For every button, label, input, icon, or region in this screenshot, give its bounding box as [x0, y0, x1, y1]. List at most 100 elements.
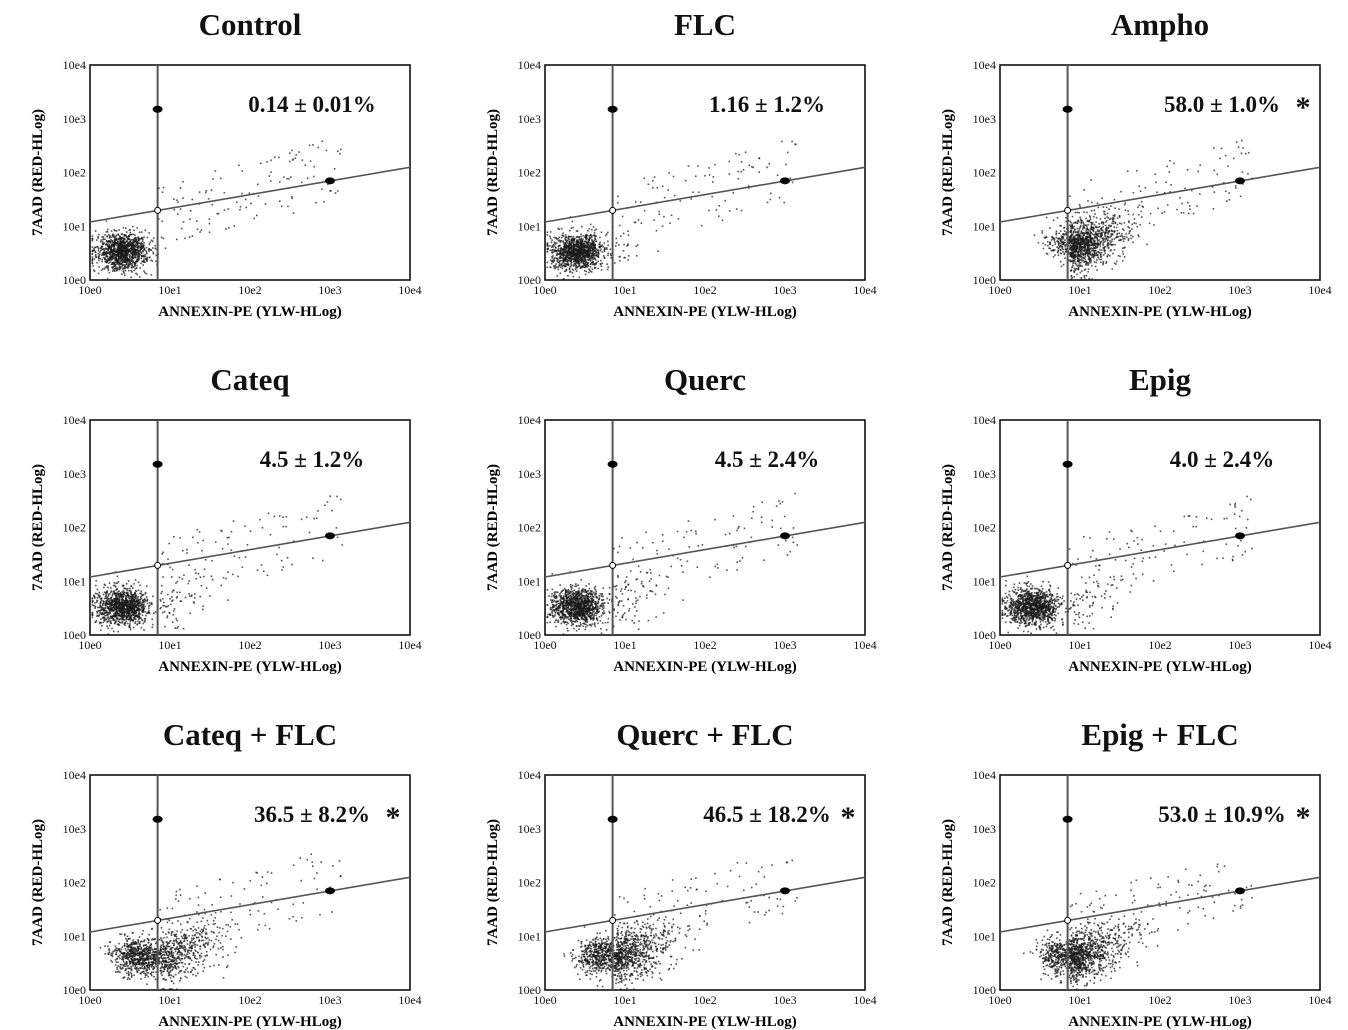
event-dot [567, 260, 569, 262]
event-dot [1064, 246, 1066, 248]
event-dot [616, 242, 618, 244]
plot-panel: Cateq 10e0 10e1 10e2 10e3 10e4 10e0 10e1 10e2 10e… [15, 360, 425, 675]
event-dot [1095, 262, 1097, 264]
event-dot [571, 262, 573, 264]
event-dot [179, 577, 181, 579]
event-dot [563, 261, 565, 263]
event-dot [1105, 225, 1107, 227]
event-dot [714, 164, 716, 166]
event-dot [130, 270, 132, 272]
event-dot [570, 266, 572, 268]
event-dot [1100, 228, 1102, 230]
event-dot [1082, 257, 1084, 259]
event-dot [152, 247, 154, 249]
event-dot [129, 600, 131, 602]
event-dot [1082, 239, 1084, 241]
event-dot [1094, 237, 1096, 239]
event-dot [1106, 246, 1108, 248]
event-dot [606, 263, 608, 265]
event-dot [121, 273, 123, 275]
event-dot [738, 154, 740, 156]
event-dot [101, 249, 103, 251]
event-dot [1074, 244, 1076, 246]
event-dot [105, 602, 107, 604]
event-dot [753, 167, 755, 169]
event-dot [201, 550, 203, 552]
x-tick-label: 10e2 [1148, 283, 1171, 297]
event-dot [133, 583, 135, 585]
event-dot [1189, 205, 1191, 207]
event-dot [1075, 252, 1077, 254]
event-dot [192, 536, 194, 538]
event-dot [97, 612, 99, 614]
event-dot [110, 591, 112, 593]
event-dot [1091, 224, 1093, 226]
event-dot [228, 227, 230, 229]
event-dot [547, 248, 549, 250]
event-dot [115, 243, 117, 245]
event-dot [1065, 251, 1067, 253]
event-dot [258, 195, 260, 197]
event-dot [1106, 238, 1108, 240]
event-dot [1078, 240, 1080, 242]
event-dot [663, 216, 665, 218]
event-dot [563, 250, 565, 252]
event-dot [1084, 241, 1086, 243]
event-dot [1122, 247, 1124, 249]
event-dot [172, 614, 174, 616]
event-dot [1060, 261, 1062, 263]
event-dot [1132, 214, 1134, 216]
event-dot [150, 241, 152, 243]
event-dot [1233, 158, 1235, 160]
event-dot [590, 242, 592, 244]
event-dot [315, 202, 317, 204]
event-dot [582, 262, 584, 264]
event-dot [1093, 227, 1095, 229]
event-dot [114, 270, 116, 272]
event-dot [1045, 244, 1047, 246]
event-dot [292, 158, 294, 160]
event-dot [569, 248, 571, 250]
event-dot [1102, 229, 1104, 231]
event-dot [164, 611, 166, 613]
event-dot [1056, 237, 1058, 239]
event-dot [552, 249, 554, 251]
event-dot [321, 188, 323, 190]
event-dot [577, 243, 579, 245]
event-dot [92, 258, 94, 260]
event-dot [582, 243, 584, 245]
gate-intersection [155, 207, 161, 213]
event-dot [110, 236, 112, 238]
event-dot [115, 256, 117, 258]
event-dot [1114, 199, 1116, 201]
event-dot [250, 530, 252, 532]
event-dot [1102, 243, 1104, 245]
event-dot [565, 242, 567, 244]
event-dot [1077, 257, 1079, 259]
event-dot [107, 627, 109, 629]
event-dot [199, 231, 201, 233]
event-dot [261, 564, 263, 566]
event-dot [1138, 185, 1140, 187]
event-dot [551, 260, 553, 262]
event-dot [130, 591, 132, 593]
event-dot [136, 246, 138, 248]
event-dot [117, 576, 119, 578]
event-dot [599, 250, 601, 252]
event-dot [1173, 163, 1175, 165]
event-dot [228, 537, 230, 539]
event-dot [1072, 265, 1074, 267]
event-dot [126, 257, 128, 259]
event-dot [108, 269, 110, 271]
event-dot [274, 156, 276, 158]
event-dot [313, 166, 315, 168]
event-dot [713, 176, 715, 178]
event-dot [1091, 265, 1093, 267]
event-dot [581, 226, 583, 228]
event-dot [232, 574, 234, 576]
event-dot [1242, 147, 1244, 149]
event-dot [143, 606, 145, 608]
event-dot [589, 260, 591, 262]
event-dot [148, 249, 150, 251]
event-dot [208, 198, 210, 200]
